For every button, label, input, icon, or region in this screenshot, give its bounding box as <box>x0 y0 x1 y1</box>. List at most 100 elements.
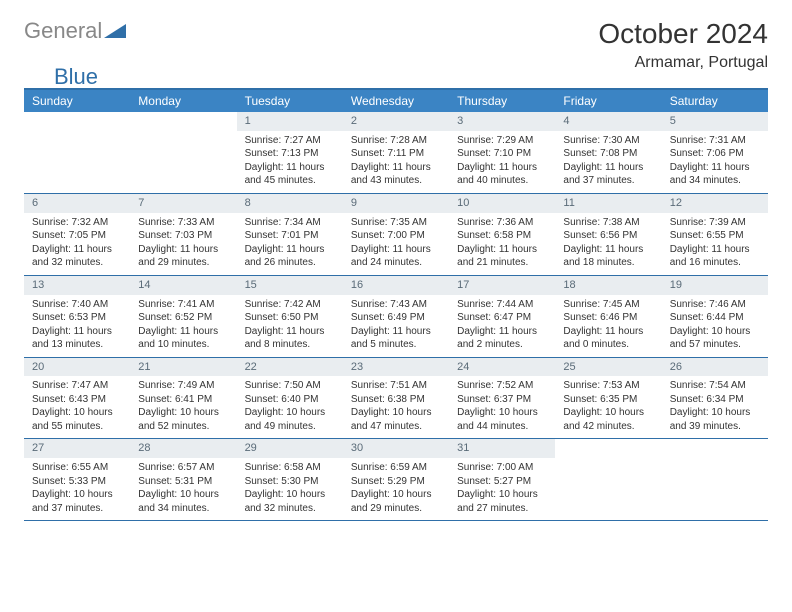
cell-body: Sunrise: 7:47 AMSunset: 6:43 PMDaylight:… <box>24 376 130 438</box>
calendar-cell <box>24 112 130 193</box>
daylight-line: Daylight: 10 hours and 27 minutes. <box>457 488 547 515</box>
day-number: 25 <box>555 358 661 377</box>
sunrise-line: Sunrise: 7:44 AM <box>457 298 547 312</box>
daylight-line: Daylight: 11 hours and 40 minutes. <box>457 161 547 188</box>
sunset-line: Sunset: 5:27 PM <box>457 475 547 489</box>
cell-body: Sunrise: 7:49 AMSunset: 6:41 PMDaylight:… <box>130 376 236 438</box>
day-number: 24 <box>449 358 555 377</box>
weekday-header: Tuesday <box>237 90 343 112</box>
sunrise-line: Sunrise: 7:39 AM <box>670 216 760 230</box>
day-number: 11 <box>555 194 661 213</box>
brand-part1: General <box>24 18 102 44</box>
sunset-line: Sunset: 6:37 PM <box>457 393 547 407</box>
calendar-cell: 24Sunrise: 7:52 AMSunset: 6:37 PMDayligh… <box>449 358 555 439</box>
sunrise-line: Sunrise: 7:33 AM <box>138 216 228 230</box>
sunrise-line: Sunrise: 7:40 AM <box>32 298 122 312</box>
weekday-header: Thursday <box>449 90 555 112</box>
sunrise-line: Sunrise: 7:30 AM <box>563 134 653 148</box>
sunset-line: Sunset: 6:46 PM <box>563 311 653 325</box>
day-number: 22 <box>237 358 343 377</box>
day-number: 18 <box>555 276 661 295</box>
sunset-line: Sunset: 6:38 PM <box>351 393 441 407</box>
day-number: 20 <box>24 358 130 377</box>
weekday-header: Friday <box>555 90 661 112</box>
calendar-cell: 25Sunrise: 7:53 AMSunset: 6:35 PMDayligh… <box>555 358 661 439</box>
calendar-cell: 8Sunrise: 7:34 AMSunset: 7:01 PMDaylight… <box>237 194 343 275</box>
daylight-line: Daylight: 10 hours and 47 minutes. <box>351 406 441 433</box>
day-number: 21 <box>130 358 236 377</box>
daylight-line: Daylight: 11 hours and 45 minutes. <box>245 161 335 188</box>
cell-body: Sunrise: 6:55 AMSunset: 5:33 PMDaylight:… <box>24 458 130 520</box>
sunrise-line: Sunrise: 7:43 AM <box>351 298 441 312</box>
calendar-cell: 26Sunrise: 7:54 AMSunset: 6:34 PMDayligh… <box>662 358 768 439</box>
calendar-cell: 27Sunrise: 6:55 AMSunset: 5:33 PMDayligh… <box>24 439 130 520</box>
calendar-cell <box>662 439 768 520</box>
day-number: 12 <box>662 194 768 213</box>
calendar-cell: 29Sunrise: 6:58 AMSunset: 5:30 PMDayligh… <box>237 439 343 520</box>
sunrise-line: Sunrise: 6:57 AM <box>138 461 228 475</box>
brand-part2: Blue <box>54 64 98 90</box>
sunrise-line: Sunrise: 7:51 AM <box>351 379 441 393</box>
calendar-week-row: 1Sunrise: 7:27 AMSunset: 7:13 PMDaylight… <box>24 112 768 194</box>
sunset-line: Sunset: 6:44 PM <box>670 311 760 325</box>
calendar-cell: 9Sunrise: 7:35 AMSunset: 7:00 PMDaylight… <box>343 194 449 275</box>
calendar-body: 1Sunrise: 7:27 AMSunset: 7:13 PMDaylight… <box>24 112 768 521</box>
daylight-line: Daylight: 10 hours and 52 minutes. <box>138 406 228 433</box>
sunset-line: Sunset: 7:10 PM <box>457 147 547 161</box>
cell-body: Sunrise: 7:51 AMSunset: 6:38 PMDaylight:… <box>343 376 449 438</box>
sunrise-line: Sunrise: 6:59 AM <box>351 461 441 475</box>
calendar-cell <box>555 439 661 520</box>
daylight-line: Daylight: 11 hours and 32 minutes. <box>32 243 122 270</box>
day-number: 16 <box>343 276 449 295</box>
sunset-line: Sunset: 7:08 PM <box>563 147 653 161</box>
cell-body: Sunrise: 7:36 AMSunset: 6:58 PMDaylight:… <box>449 213 555 275</box>
sunset-line: Sunset: 6:58 PM <box>457 229 547 243</box>
calendar-cell: 11Sunrise: 7:38 AMSunset: 6:56 PMDayligh… <box>555 194 661 275</box>
calendar-cell: 3Sunrise: 7:29 AMSunset: 7:10 PMDaylight… <box>449 112 555 193</box>
calendar-week-row: 20Sunrise: 7:47 AMSunset: 6:43 PMDayligh… <box>24 358 768 440</box>
sunrise-line: Sunrise: 7:00 AM <box>457 461 547 475</box>
calendar-week-row: 6Sunrise: 7:32 AMSunset: 7:05 PMDaylight… <box>24 194 768 276</box>
calendar-cell: 5Sunrise: 7:31 AMSunset: 7:06 PMDaylight… <box>662 112 768 193</box>
daylight-line: Daylight: 10 hours and 37 minutes. <box>32 488 122 515</box>
brand-logo: General <box>24 18 128 44</box>
daylight-line: Daylight: 10 hours and 57 minutes. <box>670 325 760 352</box>
calendar-cell: 1Sunrise: 7:27 AMSunset: 7:13 PMDaylight… <box>237 112 343 193</box>
daylight-line: Daylight: 10 hours and 39 minutes. <box>670 406 760 433</box>
cell-body: Sunrise: 7:30 AMSunset: 7:08 PMDaylight:… <box>555 131 661 193</box>
day-number: 7 <box>130 194 236 213</box>
sunrise-line: Sunrise: 7:49 AM <box>138 379 228 393</box>
calendar-cell: 17Sunrise: 7:44 AMSunset: 6:47 PMDayligh… <box>449 276 555 357</box>
day-number: 9 <box>343 194 449 213</box>
calendar-cell: 16Sunrise: 7:43 AMSunset: 6:49 PMDayligh… <box>343 276 449 357</box>
sunrise-line: Sunrise: 7:46 AM <box>670 298 760 312</box>
sunrise-line: Sunrise: 7:47 AM <box>32 379 122 393</box>
day-number: 8 <box>237 194 343 213</box>
cell-body: Sunrise: 7:54 AMSunset: 6:34 PMDaylight:… <box>662 376 768 438</box>
day-number: 30 <box>343 439 449 458</box>
calendar-week-row: 27Sunrise: 6:55 AMSunset: 5:33 PMDayligh… <box>24 439 768 521</box>
calendar-cell: 22Sunrise: 7:50 AMSunset: 6:40 PMDayligh… <box>237 358 343 439</box>
sunset-line: Sunset: 7:05 PM <box>32 229 122 243</box>
page-header: General October 2024 Armamar, Portugal <box>24 18 768 72</box>
day-number: 10 <box>449 194 555 213</box>
cell-body: Sunrise: 7:39 AMSunset: 6:55 PMDaylight:… <box>662 213 768 275</box>
weekday-header: Sunday <box>24 90 130 112</box>
weekday-header: Monday <box>130 90 236 112</box>
daylight-line: Daylight: 10 hours and 49 minutes. <box>245 406 335 433</box>
daylight-line: Daylight: 11 hours and 16 minutes. <box>670 243 760 270</box>
sunset-line: Sunset: 7:00 PM <box>351 229 441 243</box>
sunset-line: Sunset: 6:43 PM <box>32 393 122 407</box>
sunrise-line: Sunrise: 7:53 AM <box>563 379 653 393</box>
sunset-line: Sunset: 7:06 PM <box>670 147 760 161</box>
sunrise-line: Sunrise: 7:42 AM <box>245 298 335 312</box>
cell-body: Sunrise: 7:28 AMSunset: 7:11 PMDaylight:… <box>343 131 449 193</box>
daylight-line: Daylight: 10 hours and 34 minutes. <box>138 488 228 515</box>
day-number: 14 <box>130 276 236 295</box>
sunset-line: Sunset: 7:13 PM <box>245 147 335 161</box>
day-number: 26 <box>662 358 768 377</box>
cell-body: Sunrise: 7:32 AMSunset: 7:05 PMDaylight:… <box>24 213 130 275</box>
sunset-line: Sunset: 6:49 PM <box>351 311 441 325</box>
daylight-line: Daylight: 11 hours and 8 minutes. <box>245 325 335 352</box>
day-number: 23 <box>343 358 449 377</box>
